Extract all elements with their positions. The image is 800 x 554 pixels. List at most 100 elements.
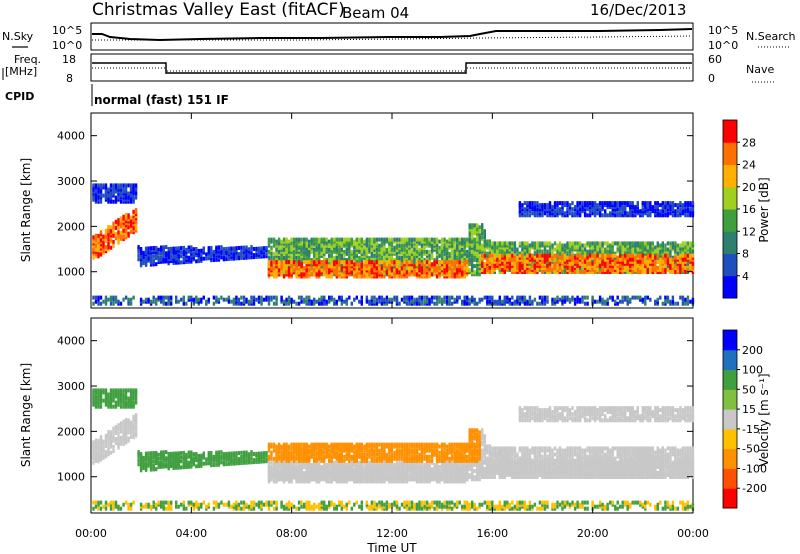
power-cell: [187, 245, 190, 250]
power-cell: [290, 297, 293, 302]
power-cell: [466, 243, 469, 248]
power-cell: [501, 249, 504, 254]
power-cell: [94, 241, 98, 246]
power-cell: [435, 297, 439, 302]
power-cell: [548, 201, 552, 206]
power-cell: [691, 253, 695, 258]
power-cell: [152, 246, 155, 250]
power-cell: [277, 258, 281, 262]
power-cell: [250, 295, 253, 300]
power-cell: [428, 262, 431, 267]
power-cell: [370, 266, 374, 271]
nsky-trace: [92, 28, 693, 42]
power-cell: [681, 249, 685, 254]
power-cell: [315, 260, 318, 265]
power-cell: [373, 258, 376, 262]
power-cell: [433, 237, 436, 242]
velocity-cell: [97, 388, 100, 393]
power-cell: [468, 247, 471, 252]
velocity-cell: [102, 453, 105, 458]
power-cell: [546, 270, 549, 274]
power-cell: [443, 295, 446, 300]
velocity-cell: [109, 438, 113, 443]
power-cell: [305, 295, 308, 300]
power-cell: [160, 249, 163, 254]
power-cell: [325, 243, 328, 248]
nsearch-tick-top: 10^5: [708, 24, 738, 37]
power-cell: [563, 297, 567, 302]
power-cell: [526, 270, 529, 274]
power-cell: [348, 247, 351, 252]
power-cell: [666, 295, 670, 300]
power-cell: [433, 247, 436, 252]
power-cell: [99, 240, 103, 245]
power-cell: [664, 295, 667, 300]
power-cell: [691, 249, 695, 254]
power-cell: [129, 297, 133, 302]
power-cell: [365, 258, 369, 262]
power-cell: [458, 260, 461, 265]
power-cell: [157, 260, 160, 264]
power-cell: [528, 209, 532, 214]
power-cell: [689, 299, 692, 304]
power-cell: [408, 247, 411, 252]
power-cell: [325, 270, 328, 275]
power-cell: [277, 272, 281, 277]
power-cell: [578, 259, 582, 264]
power-cell: [588, 243, 592, 248]
power-cell: [523, 241, 527, 246]
power-cell: [443, 253, 446, 258]
power-cell: [483, 295, 486, 300]
nave-trace: [92, 67, 692, 72]
power-cell: [292, 253, 296, 258]
power-cell: [478, 237, 481, 242]
power-cell: [267, 255, 271, 260]
power-cell: [137, 257, 140, 262]
power-cell: [681, 211, 685, 216]
power-cell: [483, 247, 486, 252]
power-cell: [598, 249, 602, 254]
power-cell: [310, 258, 313, 262]
power-cell: [488, 253, 491, 258]
velocity-cell: [109, 430, 113, 435]
power-cell: [445, 255, 449, 260]
power-cell: [634, 295, 637, 300]
power-cell: [573, 263, 577, 268]
power-cell: [157, 247, 160, 252]
power-cell: [476, 262, 479, 267]
power-cell: [551, 297, 554, 302]
power-cell: [345, 260, 348, 265]
power-cell: [433, 243, 436, 248]
power-cell: [463, 266, 466, 271]
power-cell: [388, 249, 391, 254]
power-cell: [280, 253, 283, 258]
velocity-cell: [99, 445, 103, 450]
power-cell: [659, 295, 662, 300]
power-cell: [305, 262, 308, 267]
power-cell: [262, 246, 266, 251]
power-cell: [598, 241, 602, 246]
power-cell: [629, 241, 632, 246]
power-cell: [546, 243, 549, 248]
power-cell: [445, 243, 449, 248]
power-cell: [609, 270, 612, 274]
power-cell: [99, 183, 103, 188]
power-cell: [350, 258, 353, 262]
power-cell: [644, 201, 647, 206]
power-cell: [581, 201, 584, 206]
power-cell: [285, 243, 288, 248]
nsearch-tick-bottom: 10^0: [708, 39, 738, 52]
power-cell: [453, 247, 456, 252]
power-cell: [114, 232, 118, 237]
power-cell: [604, 211, 607, 216]
power-cell: [571, 297, 574, 302]
power-cell: [639, 297, 642, 302]
power-cell: [340, 258, 343, 262]
power-cell: [393, 297, 396, 302]
power-cell: [318, 297, 321, 302]
power-cell: [132, 295, 135, 300]
power-cell: [588, 213, 592, 218]
power-cell: [102, 244, 105, 249]
power-cell: [257, 250, 261, 255]
